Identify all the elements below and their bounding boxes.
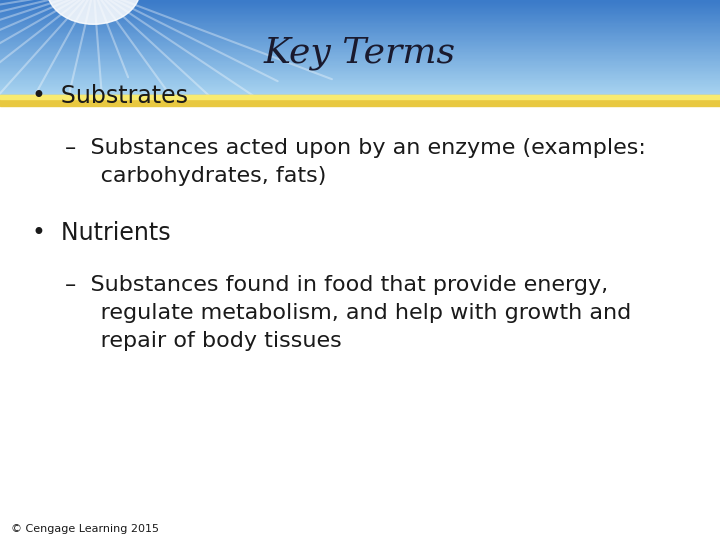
Bar [0, 21, 720, 23]
Bar [0, 59, 720, 60]
Bar [0, 58, 720, 59]
Bar [0, 15, 720, 17]
Bar [0, 44, 720, 45]
Bar [0, 40, 720, 42]
Bar [0, 78, 720, 79]
Bar [0, 49, 720, 50]
Bar [0, 75, 720, 76]
Text: –  Substances found in food that provide energy,
     regulate metabolism, and h: – Substances found in food that provide … [65, 275, 631, 352]
Text: •  Substrates: • Substrates [32, 84, 189, 107]
Bar [0, 12, 720, 13]
Bar [0, 50, 720, 51]
Bar [0, 89, 720, 90]
Bar [0, 94, 720, 99]
Bar [0, 4, 720, 5]
Bar [0, 76, 720, 77]
Bar [0, 83, 720, 84]
Bar [0, 42, 720, 43]
Bar [0, 8, 720, 10]
Bar [0, 53, 720, 55]
Bar [0, 7, 720, 8]
Bar [0, 84, 720, 85]
Bar [0, 46, 720, 47]
Bar [0, 38, 720, 39]
Bar [0, 1, 720, 2]
Bar [0, 36, 720, 37]
Bar [0, 13, 720, 14]
Bar [0, 85, 720, 86]
Bar [0, 52, 720, 53]
Bar [0, 82, 720, 83]
Bar [0, 32, 720, 33]
Bar [0, 70, 720, 71]
Bar [0, 69, 720, 70]
Bar [0, 64, 720, 65]
Text: –  Substances acted upon by an enzyme (examples:
     carbohydrates, fats): – Substances acted upon by an enzyme (ex… [65, 138, 646, 186]
Bar [0, 39, 720, 40]
Text: •  Nutrients: • Nutrients [32, 221, 171, 245]
Bar [0, 48, 720, 49]
Bar [0, 43, 720, 44]
Bar [0, 18, 720, 19]
Bar [0, 77, 720, 78]
Bar [0, 62, 720, 63]
Bar [0, 19, 720, 20]
Bar [0, 92, 720, 93]
Bar [0, 2, 720, 4]
Bar [0, 106, 720, 540]
Bar [0, 26, 720, 27]
Bar [0, 63, 720, 64]
Bar [0, 6, 720, 7]
Text: © Cengage Learning 2015: © Cengage Learning 2015 [11, 523, 159, 534]
Bar [0, 29, 720, 30]
Bar [0, 5, 720, 6]
Circle shape [47, 0, 140, 24]
Bar [0, 17, 720, 18]
Bar [0, 51, 720, 52]
Bar [0, 31, 720, 32]
Bar [0, 68, 720, 69]
Bar [0, 55, 720, 56]
Bar [0, 23, 720, 24]
Bar [0, 80, 720, 82]
Bar [0, 14, 720, 15]
Bar [0, 11, 720, 12]
Bar [0, 60, 720, 62]
Bar [0, 56, 720, 57]
Bar [0, 65, 720, 66]
Bar [0, 79, 720, 80]
Bar [0, 72, 720, 73]
Bar [0, 34, 720, 36]
Bar [0, 57, 720, 58]
Bar [0, 20, 720, 21]
Bar [0, 86, 720, 87]
Bar [0, 90, 720, 91]
Bar [0, 37, 720, 38]
Bar [0, 25, 720, 26]
Text: Key Terms: Key Terms [264, 36, 456, 70]
Bar [0, 45, 720, 46]
Bar [0, 93, 720, 94]
Bar [0, 94, 720, 106]
Bar [0, 30, 720, 31]
Bar [0, 73, 720, 75]
Bar [0, 0, 720, 1]
Bar [0, 66, 720, 68]
Bar [0, 10, 720, 11]
Bar [0, 87, 720, 89]
Bar [0, 33, 720, 34]
Bar [0, 27, 720, 29]
Bar [0, 71, 720, 72]
Bar [0, 24, 720, 25]
Bar [0, 91, 720, 92]
